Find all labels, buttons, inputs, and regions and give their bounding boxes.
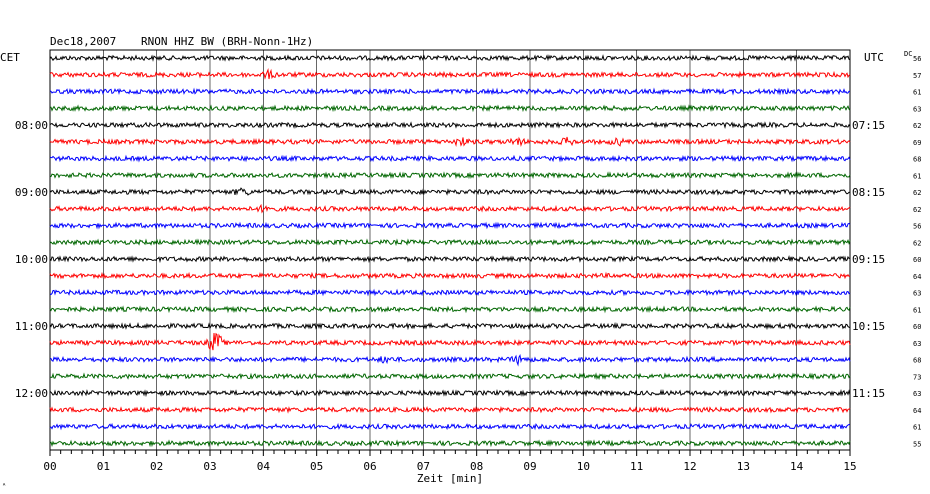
x-tick-label: 11: [630, 460, 643, 473]
dc-value: 55: [913, 440, 921, 448]
utc-time-label: 09:15: [852, 253, 885, 266]
x-tick-label: 04: [257, 460, 271, 473]
trace-line: [49, 422, 851, 431]
trace-line: [49, 406, 851, 414]
x-tick-label: 14: [790, 460, 804, 473]
trace-line: [49, 54, 851, 62]
trace-line: [49, 221, 851, 230]
dc-value: 64: [913, 273, 921, 281]
dc-value: 60: [913, 256, 921, 264]
dc-value: 69: [913, 139, 921, 147]
dc-value: 56: [913, 223, 921, 231]
trace-line: [49, 68, 851, 80]
x-tick-label: 00: [43, 460, 56, 473]
corner-mark: ᴬ: [2, 481, 6, 490]
chart-station: RNON HHZ BW (BRH-Nonn-1Hz): [141, 35, 313, 48]
dc-value: 63: [913, 105, 921, 113]
dc-value: 63: [913, 340, 921, 348]
dc-value: 62: [913, 206, 921, 214]
trace-line: [49, 389, 851, 398]
x-tick-label: 05: [310, 460, 323, 473]
trace-line: [49, 305, 851, 314]
dc-value: 57: [913, 72, 921, 80]
dc-value: 64: [913, 407, 921, 415]
x-tick-label: 01: [97, 460, 110, 473]
trace-line: [49, 271, 851, 280]
trace-line: [49, 187, 851, 196]
x-tick-label: 03: [203, 460, 216, 473]
x-tick-label: 02: [150, 460, 163, 473]
cet-time-label: 08:00: [15, 119, 48, 132]
utc-time-label: 10:15: [852, 320, 885, 333]
x-tick-label: 10: [577, 460, 590, 473]
trace-line: [49, 136, 851, 148]
dc-value: 68: [913, 156, 921, 164]
dc-value: 56: [913, 55, 921, 63]
dc-value: 61: [913, 424, 921, 432]
dc-value: 61: [913, 89, 921, 97]
trace-line: [49, 372, 851, 381]
x-axis-label: Zeit [min]: [417, 472, 483, 485]
chart-date: Dec18,2007: [50, 35, 116, 48]
plot-frame: [49, 49, 851, 451]
cet-time-label: 11:00: [15, 320, 48, 333]
x-tick-label: 06: [363, 460, 376, 473]
trace-line: [49, 203, 851, 214]
x-tick-label: 08: [470, 460, 483, 473]
cet-time-label: 09:00: [15, 186, 48, 199]
trace-line: [49, 171, 851, 180]
trace-line: [49, 321, 851, 331]
x-tick-label: 13: [737, 460, 750, 473]
dc-value: 63: [913, 290, 921, 298]
trace-line: [49, 87, 851, 96]
x-tick-label: 15: [843, 460, 856, 473]
dc-value: 61: [913, 306, 921, 314]
cet-time-label: 10:00: [15, 253, 48, 266]
dc-value: 73: [913, 373, 921, 381]
utc-time-label: 07:15: [852, 119, 885, 132]
plot-area: 00 01 02 03 04 05 06 07 08 09 10 11 12 13 14 15 56 57 61 63…: [15, 49, 921, 473]
x-tick-label: 07: [417, 460, 430, 473]
dc-header-label: DC: [904, 50, 912, 58]
cet-time-label: 12:00: [15, 387, 48, 400]
dc-value: 62: [913, 189, 921, 197]
dc-value: 61: [913, 172, 921, 180]
trace-line: [49, 255, 851, 264]
left-timezone-label: CET: [0, 51, 20, 64]
dc-value: 68: [913, 357, 921, 365]
x-tick-label: 09: [523, 460, 536, 473]
trace-line: [49, 104, 851, 113]
x-tick-label: 12: [683, 460, 696, 473]
trace-line: [49, 288, 851, 297]
right-timezone-label: UTC: [864, 51, 884, 64]
trace-line: [49, 353, 851, 367]
dc-value: 60: [913, 323, 921, 331]
dc-value: 62: [913, 239, 921, 247]
dc-value: 63: [913, 390, 921, 398]
trace-line: [49, 238, 851, 247]
utc-time-label: 11:15: [852, 387, 885, 400]
utc-time-label: 08:15: [852, 186, 885, 199]
trace-line: [49, 121, 851, 130]
trace-line: [49, 154, 851, 163]
trace-line: [49, 332, 851, 351]
trace-line: [49, 439, 851, 448]
dc-value: 62: [913, 122, 921, 130]
